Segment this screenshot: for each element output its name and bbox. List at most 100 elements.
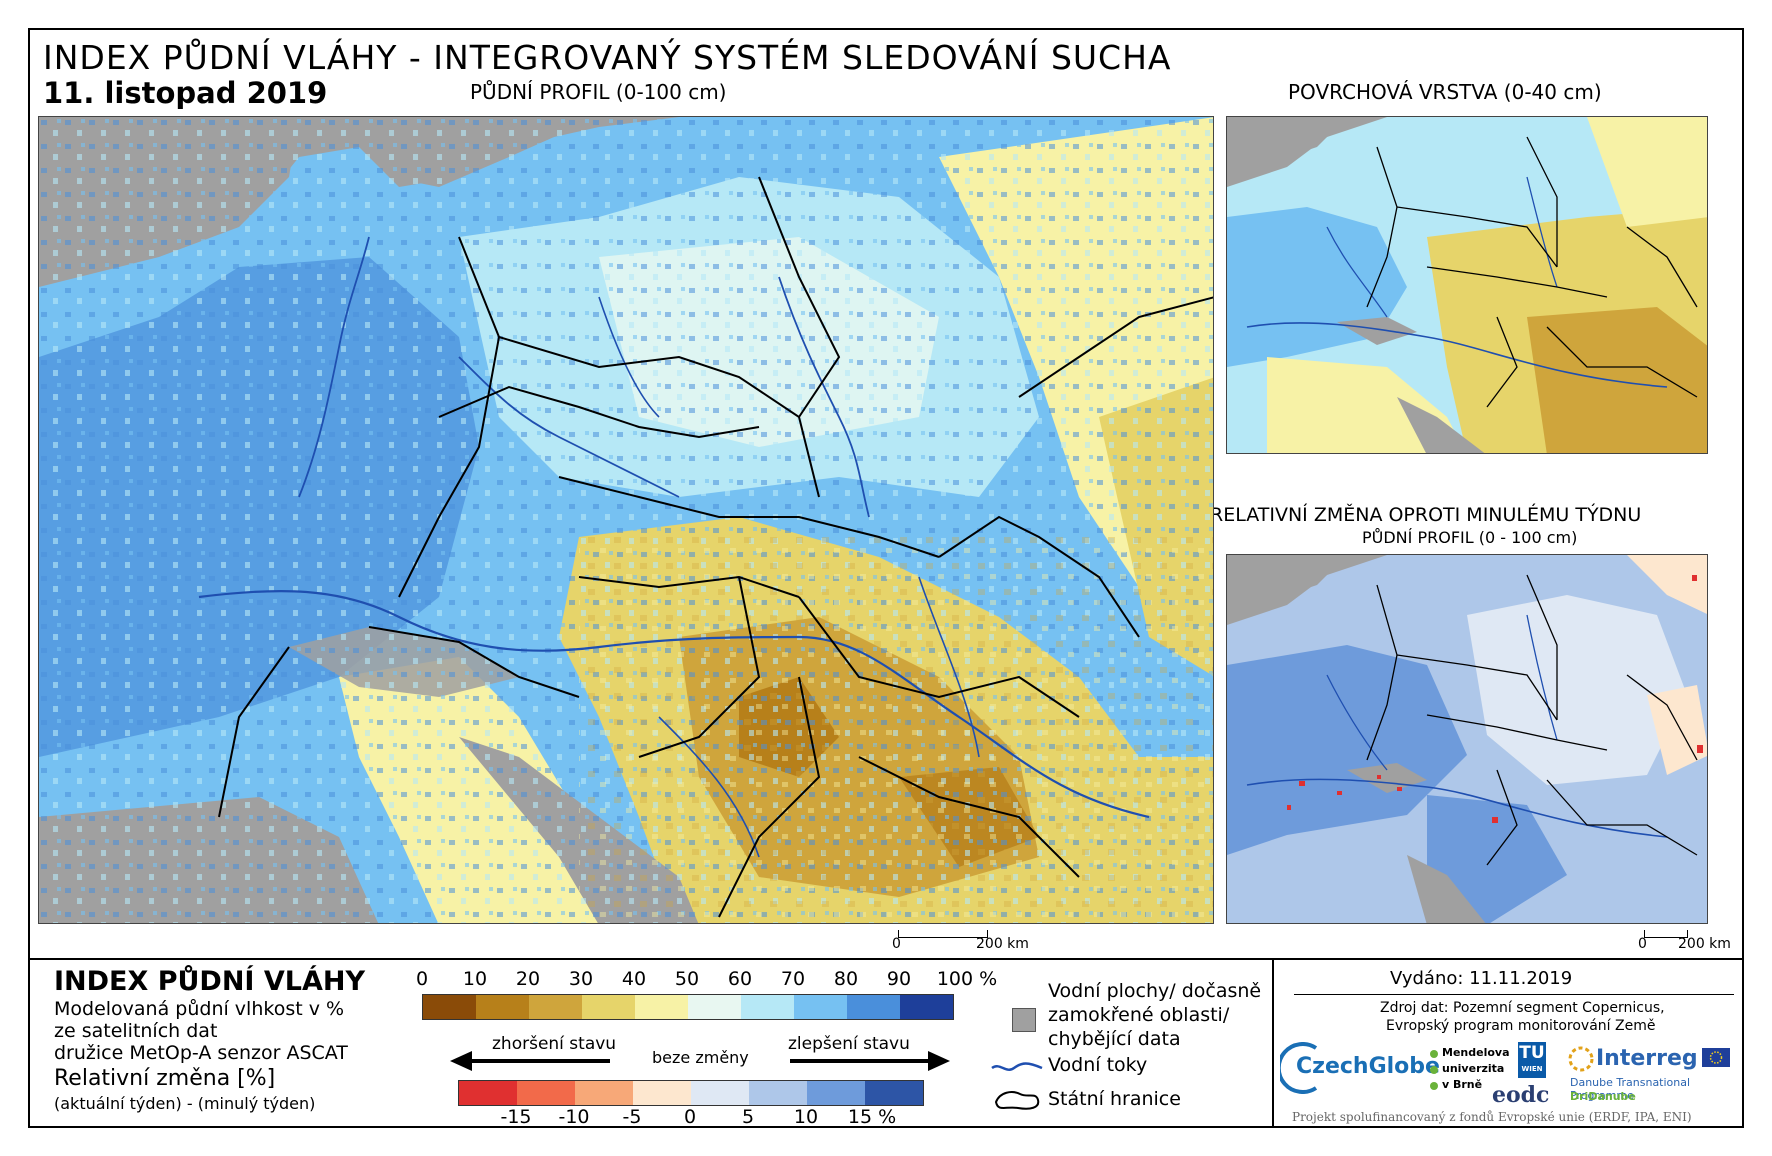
main-map-title: PŮDNÍ PROFIL (0-100 cm)	[470, 80, 727, 104]
water-label-3: chybějící data	[1048, 1028, 1181, 1050]
index-tick: 100 %	[936, 968, 998, 990]
change-map-graphic	[1227, 555, 1707, 923]
index-color-swatch	[688, 995, 741, 1019]
source-line-2: Evropský program monitorování Země	[1386, 1018, 1656, 1034]
change-tick: -10	[558, 1106, 590, 1128]
eodc-logo: eodc	[1492, 1082, 1550, 1108]
main-soil-moisture-map	[38, 116, 1214, 924]
change-scalebar-zero: 0	[1638, 936, 1647, 952]
index-tick: 60	[727, 968, 753, 990]
index-tick: 30	[568, 968, 594, 990]
change-tick: 0	[683, 1106, 697, 1128]
change-map-subtitle: PŮDNÍ PROFIL (0 - 100 cm)	[1362, 528, 1578, 547]
legend-title: INDEX PŮDNÍ VLÁHY	[54, 966, 366, 997]
borders-label: Státní hranice	[1048, 1088, 1181, 1110]
index-tick: 0	[415, 968, 429, 990]
figure-frame: INDEX PŮDNÍ VLÁHY - INTEGROVANÝ SYSTÉM S…	[28, 28, 1744, 1128]
surface-map-graphic	[1227, 117, 1707, 453]
issued-date: Vydáno: 11.11.2019	[1390, 968, 1573, 989]
change-color-bar	[458, 1080, 924, 1106]
change-legend-title: Relativní změna [%]	[54, 1066, 276, 1091]
mendelu-logo-1: Mendelova	[1442, 1046, 1510, 1059]
index-color-swatch	[741, 995, 794, 1019]
index-tick: 40	[621, 968, 647, 990]
index-color-swatch	[476, 995, 529, 1019]
legend-description-3: družice MetOp-A senzor ASCAT	[54, 1042, 348, 1064]
tu-wien-logo: TU WIEN	[1518, 1042, 1546, 1078]
tu-logo-text: TU	[1519, 1043, 1545, 1063]
change-color-swatch	[459, 1081, 517, 1105]
change-color-swatch	[749, 1081, 807, 1105]
surface-layer-map	[1226, 116, 1708, 454]
interreg-subtitle-2: DriDanube	[1570, 1090, 1636, 1103]
relative-change-map	[1226, 554, 1708, 924]
main-scalebar	[898, 930, 988, 938]
issued-box	[1294, 960, 1734, 995]
main-scalebar-distance: 200 km	[976, 936, 1029, 952]
date-label: 11. listopad 2019	[43, 76, 328, 110]
mendelu-logo-2: univerzita	[1442, 1062, 1505, 1075]
change-tick: 5	[741, 1106, 755, 1128]
main-map-graphic	[39, 117, 1213, 923]
page-title: INDEX PŮDNÍ VLÁHY - INTEGROVANÝ SYSTÉM S…	[43, 38, 1172, 77]
index-tick: 80	[833, 968, 859, 990]
index-tick: 10	[462, 968, 488, 990]
index-tick: 70	[780, 968, 806, 990]
water-label-1: Vodní plochy/ dočasně	[1048, 980, 1262, 1002]
surface-map-title: POVRCHOVÁ VRSTVA (0-40 cm)	[1288, 80, 1602, 104]
index-color-swatch	[794, 995, 847, 1019]
index-tick: 90	[886, 968, 912, 990]
change-color-swatch	[691, 1081, 749, 1105]
better-label: zlepšení stavu	[788, 1034, 910, 1054]
water-label-2: zamokřené oblasti/	[1048, 1004, 1230, 1026]
info-divider	[1272, 958, 1274, 1128]
change-legend-description: (aktuální týden) - (minulý týden)	[54, 1094, 316, 1113]
main-scalebar-zero: 0	[892, 936, 901, 952]
source-line-1: Zdroj dat: Pozemní segment Copernicus,	[1380, 1000, 1665, 1016]
index-color-swatch	[423, 995, 476, 1019]
change-tick: -5	[622, 1106, 642, 1128]
border-symbol	[994, 1091, 1040, 1110]
change-map-title: RELATIVNÍ ZMĚNA OPROTI MINULÉMU TÝDNU	[1210, 504, 1642, 526]
legend-description-1: Modelovaná půdní vlhkost v %	[54, 998, 345, 1020]
index-tick-labels: 0 10 20 30 40 50 60 70 80 90 100 %	[416, 968, 997, 992]
interreg-logo: Interreg	[1596, 1046, 1698, 1071]
mendelu-dot-icon	[1430, 1066, 1438, 1074]
mendelu-dot-icon	[1430, 1050, 1438, 1058]
worse-label: zhoršení stavu	[492, 1034, 617, 1054]
change-color-swatch	[807, 1081, 865, 1105]
czechglobe-logo-icon	[1280, 1042, 1318, 1094]
river-symbol	[991, 1062, 1043, 1071]
eu-stars-icon	[1709, 1051, 1723, 1064]
tu-logo-sub: WIEN	[1521, 1065, 1543, 1073]
change-scalebar-distance: 200 km	[1678, 936, 1731, 952]
interreg-subtitle-1: Danube Transnational Programme	[1570, 1076, 1691, 1102]
legend-description-2: ze satelitních dat	[54, 1020, 218, 1042]
mendelu-dot-icon	[1430, 1082, 1438, 1090]
change-tick: -15	[500, 1106, 532, 1128]
index-tick: 50	[674, 968, 700, 990]
czechglobe-logo: CzechGlobe	[1296, 1054, 1440, 1079]
change-tick-labels: -15 -10 -5 0 5 10 15 %	[458, 1106, 922, 1130]
index-color-swatch	[847, 995, 900, 1019]
index-color-swatch	[900, 995, 953, 1019]
rivers-label: Vodní toky	[1048, 1054, 1148, 1076]
nochange-label: beze změny	[652, 1048, 749, 1067]
legend-divider	[30, 958, 1742, 960]
change-color-swatch	[517, 1081, 575, 1105]
change-scalebar	[1644, 930, 1688, 938]
change-color-swatch	[575, 1081, 633, 1105]
change-color-swatch	[633, 1081, 691, 1105]
index-color-swatch	[529, 995, 582, 1019]
interreg-star-icon	[1568, 1046, 1594, 1072]
index-tick: 20	[515, 968, 541, 990]
change-tick: 15 %	[847, 1106, 897, 1128]
change-arrows	[450, 1051, 950, 1071]
index-color-swatch	[635, 995, 688, 1019]
mendelu-logo-3: v Brně	[1442, 1078, 1483, 1091]
funding-note: Projekt spolufinancovaný z fondů Evropsk…	[1292, 1110, 1692, 1124]
eu-flag-icon	[1702, 1048, 1730, 1067]
change-color-swatch	[865, 1081, 923, 1105]
index-color-bar	[422, 994, 954, 1020]
change-tick: 10	[793, 1106, 819, 1128]
